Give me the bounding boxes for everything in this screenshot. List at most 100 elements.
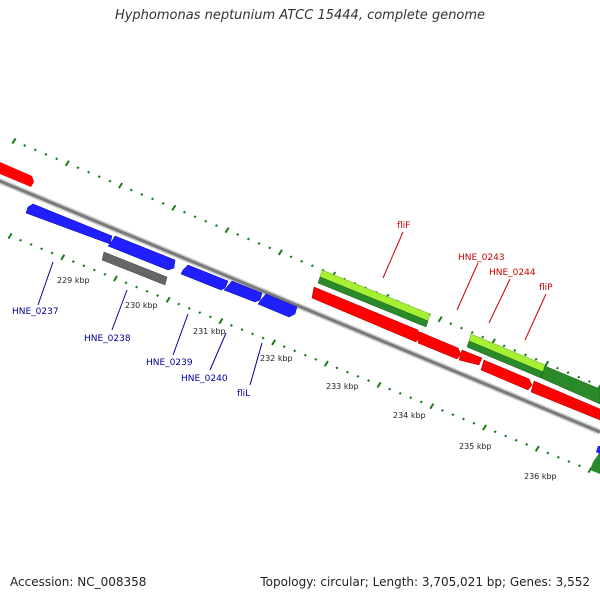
outer-tick-5: [64, 160, 70, 167]
inner-tick-4: [50, 251, 54, 255]
inner-tick-49: [525, 442, 529, 446]
label-hne-0238[interactable]: HNE_0238: [84, 334, 131, 344]
outer-tick-1: [23, 143, 27, 147]
inner-tick-52: [556, 455, 560, 459]
outer-tick-42: [459, 326, 463, 330]
inner-tick-35: [376, 381, 382, 389]
outer-tick-47: [513, 348, 517, 352]
gene-blue-edge[interactable]: [596, 446, 600, 454]
label-hne-0244[interactable]: HNE_0244: [489, 268, 536, 278]
inner-tick-10: [113, 275, 118, 282]
tick-label-234: 234 kbp: [393, 411, 426, 420]
inner-tick-31: [335, 366, 339, 370]
outer-tick-41: [449, 322, 453, 326]
inner-tick-18: [198, 311, 202, 315]
gene-red-5[interactable]: [530, 380, 600, 421]
outer-tick-17: [193, 215, 197, 219]
outer-tick-26: [289, 255, 293, 259]
outer-tick-15: [171, 204, 177, 211]
kbp-tick-labels: 229 kbp 230 kbp 231 kbp 232 kbp 233 kbp …: [57, 276, 557, 481]
inner-tick-30: [323, 360, 329, 367]
gene-hne-0239[interactable]: [180, 264, 229, 291]
tick-label-230: 230 kbp: [125, 301, 158, 310]
inner-tick-40: [429, 403, 435, 410]
label-hne-0239[interactable]: HNE_0239: [146, 358, 193, 368]
gene-red-3[interactable]: [458, 349, 483, 366]
outer-tick-7: [87, 170, 91, 174]
label-hne-0240[interactable]: HNE_0240: [181, 374, 228, 384]
outer-tick-13: [151, 197, 155, 201]
inner-tick-47: [504, 434, 508, 438]
inner-tick-45: [482, 424, 487, 431]
outer-tick-43: [470, 331, 474, 335]
outer-tick-55: [597, 384, 600, 390]
inner-tick-41: [440, 408, 444, 412]
tick-label-235: 235 kbp: [459, 442, 492, 451]
tick-label-229: 229 kbp: [57, 276, 90, 285]
inner-tick-29: [314, 357, 318, 361]
accession-text: Accession: NC_008358: [10, 575, 147, 589]
gene-hne-0243-light[interactable]: [468, 333, 546, 373]
inner-tick-6: [71, 260, 75, 264]
label-flif[interactable]: fliF: [397, 221, 410, 231]
inner-tick-2: [29, 243, 33, 246]
inner-tick-37: [398, 391, 402, 395]
label-flil[interactable]: fliL: [237, 389, 250, 399]
gene-flif-dark[interactable]: [317, 276, 429, 328]
genome-backbone: [0, 177, 600, 435]
gene-hne-0238-b[interactable]: [101, 251, 168, 286]
inner-tick-34: [367, 379, 371, 383]
outer-tick-16: [182, 210, 186, 214]
outer-tick-50: [544, 360, 550, 367]
gene-flip-dark[interactable]: [540, 365, 600, 405]
outer-tick-2: [33, 148, 37, 152]
outer-tick-21: [236, 233, 240, 237]
tick-label-231: 231 kbp: [193, 327, 226, 336]
outer-tick-27: [300, 259, 304, 263]
inner-tick-39: [419, 400, 423, 404]
label-hne-0237[interactable]: HNE_0237: [12, 307, 59, 317]
gene-hne-0240[interactable]: [223, 280, 263, 303]
inner-tick-36: [388, 387, 392, 391]
gene-flil[interactable]: [257, 293, 298, 318]
inner-tick-11: [124, 281, 128, 285]
inner-tick-24: [261, 336, 265, 340]
inner-tick-17: [187, 306, 191, 310]
inner-tick-46: [493, 430, 497, 434]
label-hne-0243[interactable]: HNE_0243: [458, 253, 505, 263]
outer-tick-22: [246, 237, 250, 241]
gene-red-partial[interactable]: [0, 162, 34, 187]
outer-tick-51: [555, 366, 559, 370]
gene-red-4[interactable]: [480, 359, 533, 391]
outer-tick-12: [140, 192, 144, 196]
gene-hne-0237[interactable]: [25, 203, 113, 245]
inner-tick-44: [472, 421, 476, 425]
outer-tick-44: [481, 335, 485, 339]
inner-tick-3: [40, 247, 44, 251]
inner-tick-25: [271, 339, 277, 346]
inner-tick-43: [461, 417, 465, 421]
gene-red-2[interactable]: [417, 331, 462, 360]
outer-tick-24: [268, 246, 272, 250]
inner-tick-13: [145, 289, 149, 293]
inner-tick-20: [218, 317, 224, 325]
outer-tick-10: [118, 182, 124, 189]
inner-tick-28: [303, 353, 307, 357]
inner-tick-9: [103, 272, 107, 276]
inner-tick-26: [282, 345, 286, 349]
gene-hne-0238-a[interactable]: [107, 235, 176, 271]
outer-tick-14: [161, 201, 165, 205]
gene-green-edge[interactable]: [590, 452, 600, 474]
inner-tick-14: [156, 294, 160, 298]
outer-tick-40: [437, 316, 443, 323]
inner-tick-19: [208, 315, 212, 319]
outer-tick-0: [11, 137, 17, 145]
tick-label-233: 233 kbp: [326, 382, 359, 391]
outer-tick-28: [310, 264, 314, 268]
outer-tick-4: [55, 157, 59, 161]
inner-tick-7: [82, 264, 86, 268]
inner-tick-23: [251, 332, 255, 336]
inner-tick-51: [546, 451, 550, 455]
inner-tick-38: [409, 396, 413, 400]
label-flip[interactable]: fliP: [539, 283, 553, 293]
